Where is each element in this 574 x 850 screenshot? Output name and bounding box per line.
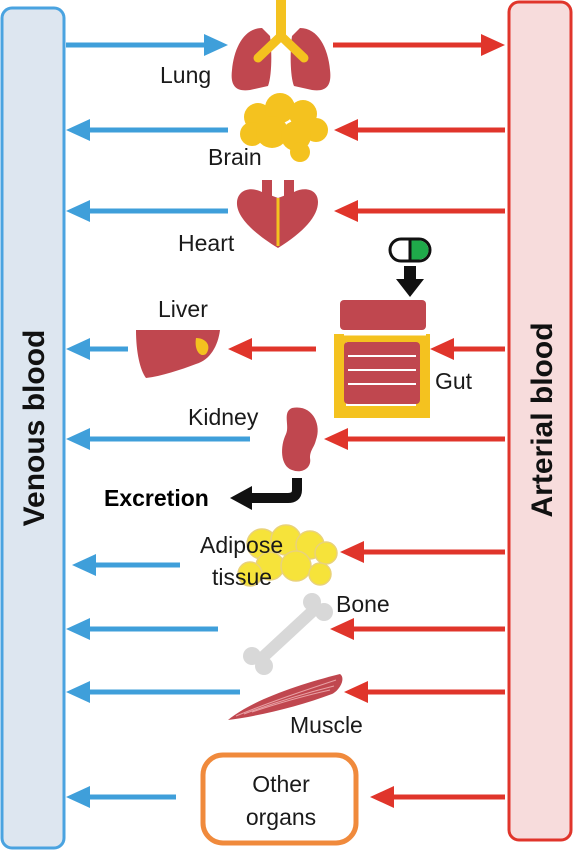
excretion-arrow-icon [230,478,302,510]
adipose-label-line2: tissue [212,564,272,590]
other-organs-box: Other organs [200,752,359,846]
bone-icon [243,593,333,675]
heart-icon [236,180,318,248]
pill-icon [388,237,432,263]
kidney-icon [282,407,318,472]
arrow-brain-to-venous [66,119,228,141]
venous-blood-column: Venous blood [0,6,66,850]
arrow-kidney-to-venous [66,428,250,450]
arterial-blood-label: Arterial blood [526,322,559,517]
arrow-arterial-to-heart [334,200,505,222]
arrow-lung-to-arterial [333,34,505,56]
arrow-muscle-to-venous [66,681,240,703]
lung-label: Lung [160,62,211,88]
arterial-blood-column: Arterial blood [507,0,573,842]
arrow-arterial-to-kidney [324,428,505,450]
excretion-label: Excretion [104,485,209,511]
dose-arrow-icon [396,266,424,297]
arrow-heart-to-venous [66,200,228,222]
gut-icon [334,300,430,418]
liver-label: Liver [158,296,208,322]
gut-label: Gut [435,368,473,394]
arrow-liver-to-venous [66,338,128,360]
arrow-adipose-to-venous [72,554,180,576]
adipose-icon [237,524,338,587]
arrow-bone-to-venous [66,618,218,640]
arrow-arterial-to-brain [334,119,505,141]
liver-icon [136,330,220,378]
brain-icon [240,93,328,162]
brain-label: Brain [208,144,262,170]
arrow-arterial-to-adipose [340,541,505,563]
arrow-gut-to-liver [228,338,316,360]
bone-label: Bone [336,591,390,617]
kidney-label: Kidney [188,404,259,430]
arrow-arterial-to-bone [330,618,505,640]
other-organs-label-line1: Other [252,771,310,797]
adipose-label-line1: Adipose [200,532,283,558]
arrow-arterial-to-muscle [344,681,505,703]
arrow-arterial-to-gut [430,338,505,360]
heart-label: Heart [178,230,235,256]
venous-blood-label: Venous blood [18,330,51,527]
arrow-other-organs-to-venous [66,786,176,808]
muscle-icon [228,674,343,720]
arrow-arterial-to-other-organs [370,786,505,808]
arrow-venous-to-lung [66,34,228,56]
lung-icon [231,0,331,91]
muscle-label: Muscle [290,712,363,738]
other-organs-label-line2: organs [246,804,316,830]
